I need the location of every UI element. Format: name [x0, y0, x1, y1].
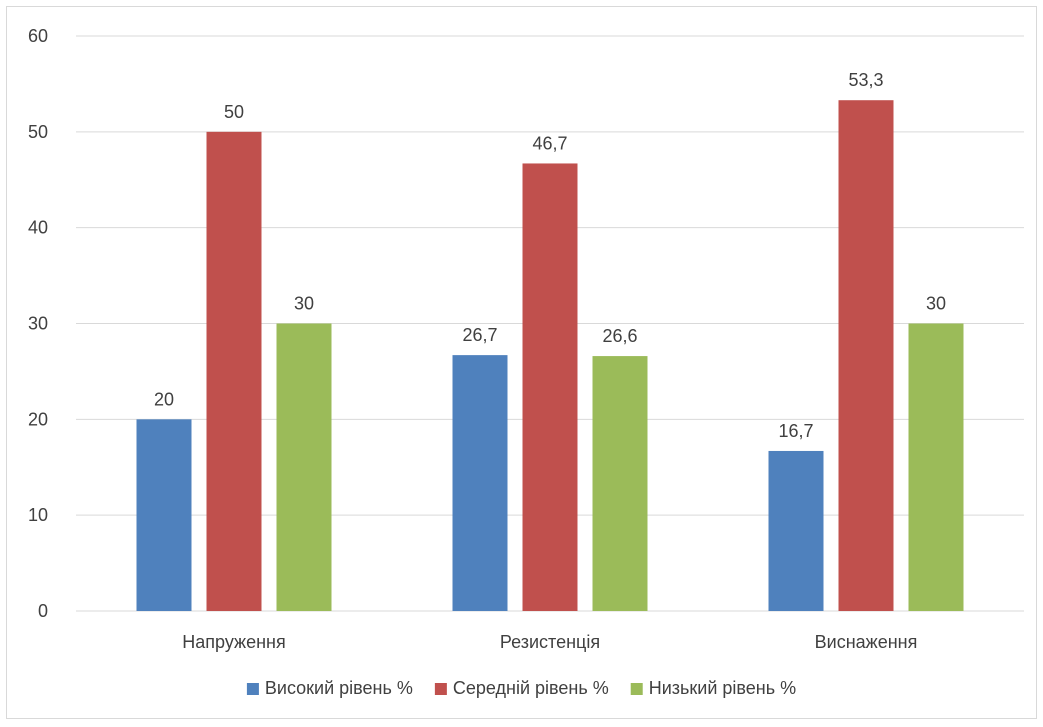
bar	[838, 100, 894, 611]
legend-label: Середній рівень %	[453, 678, 609, 698]
bar	[522, 163, 578, 612]
data-label: 50	[224, 102, 244, 122]
legend: Високий рівень % Середній рівень % Низький…	[246, 678, 796, 698]
bars	[136, 100, 964, 612]
x-axis-categories: Напруження Резистенція Виснаження	[182, 632, 917, 652]
data-label: 20	[154, 389, 174, 409]
bar	[276, 323, 332, 611]
legend-label: Високий рівень %	[265, 678, 413, 698]
y-axis-ticks: 0 10 20 30 40 50 60	[28, 26, 48, 621]
x-category-label: Напруження	[182, 632, 285, 652]
y-tick-label: 0	[38, 601, 48, 621]
bar	[452, 355, 508, 611]
legend-swatch	[434, 683, 447, 695]
y-tick-label: 50	[28, 122, 48, 142]
data-label: 16,7	[778, 421, 813, 441]
x-category-label: Резистенція	[500, 632, 600, 652]
y-tick-label: 60	[28, 26, 48, 46]
data-label: 26,7	[462, 325, 497, 345]
y-tick-label: 30	[28, 314, 48, 334]
bar	[136, 419, 192, 611]
legend-swatch	[246, 683, 259, 695]
bar	[206, 131, 262, 612]
y-tick-label: 40	[28, 218, 48, 238]
x-category-label: Виснаження	[815, 632, 918, 652]
data-label: 26,6	[602, 326, 637, 346]
y-tick-label: 20	[28, 409, 48, 429]
bar	[908, 323, 964, 611]
data-label: 30	[926, 294, 946, 314]
data-label: 46,7	[532, 133, 567, 153]
data-label: 30	[294, 294, 314, 314]
bar	[768, 450, 824, 611]
legend-swatch	[630, 683, 643, 695]
data-labels: 20 50 30 26,7 46,7 26,6 16,7 53,3 30	[154, 70, 946, 441]
y-tick-label: 10	[28, 505, 48, 525]
data-label: 53,3	[848, 70, 883, 90]
bar	[592, 356, 648, 611]
legend-label: Низький рівень %	[649, 678, 796, 698]
